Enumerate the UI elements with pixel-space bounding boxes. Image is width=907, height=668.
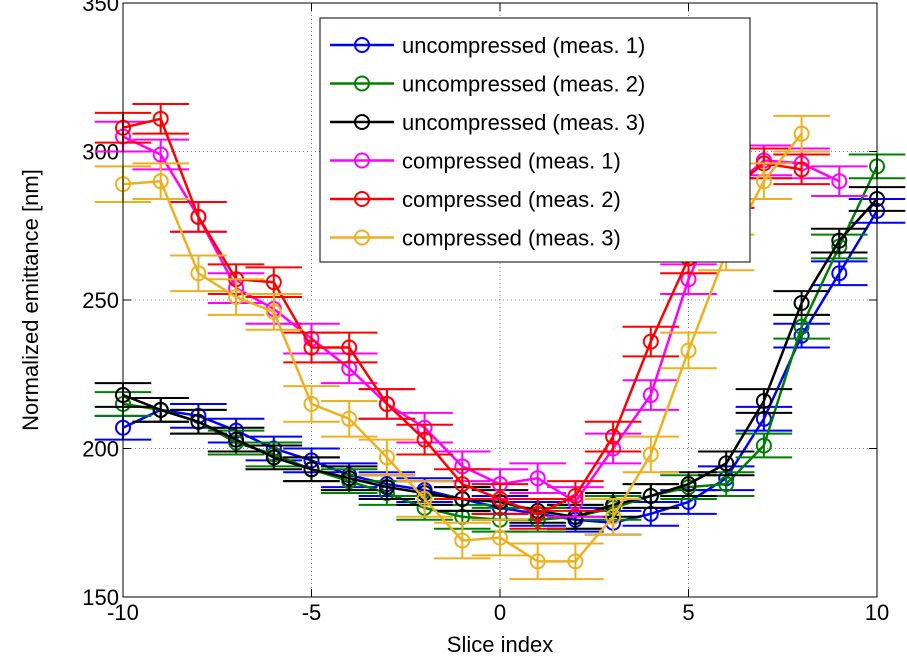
- legend-label: uncompressed (meas. 2): [402, 72, 645, 97]
- marker: [303, 339, 320, 356]
- legend-marker: [354, 191, 370, 207]
- marker: [152, 110, 169, 127]
- marker: [492, 529, 508, 546]
- marker: [341, 339, 358, 356]
- plot-frame: [122, 2, 878, 598]
- x-tick-label: -10: [107, 600, 139, 625]
- y-axis-title: Normalized emittance [nm]: [18, 169, 43, 431]
- y-tick-label: 250: [82, 288, 119, 313]
- marker: [416, 431, 433, 448]
- marker: [567, 553, 584, 570]
- marker: [718, 476, 735, 493]
- marker: [642, 387, 659, 404]
- legend-marker: [354, 229, 370, 246]
- legend-label: compressed (meas. 2): [402, 187, 621, 212]
- marker: [793, 318, 810, 335]
- marker: [190, 208, 207, 225]
- legend-label: uncompressed (meas. 3): [402, 110, 645, 135]
- marker: [265, 303, 282, 320]
- legend-label: compressed (meas. 3): [402, 226, 621, 251]
- marker: [680, 476, 697, 493]
- marker: [831, 265, 848, 282]
- marker: [567, 488, 584, 505]
- marker: [454, 476, 471, 493]
- marker: [492, 490, 508, 507]
- marker: [190, 265, 207, 282]
- marker: [680, 342, 697, 359]
- x-tick-label: 5: [682, 600, 694, 625]
- series-line: [122, 132, 803, 563]
- marker: [529, 553, 546, 570]
- marker: [378, 479, 395, 496]
- marker: [605, 508, 622, 525]
- marker: [831, 173, 848, 190]
- marker: [152, 173, 169, 190]
- marker: [605, 428, 622, 445]
- legend-box: [319, 17, 751, 263]
- y-tick-label: 150: [82, 585, 119, 610]
- marker: [265, 449, 282, 466]
- marker: [341, 410, 358, 427]
- x-tick-label: 10: [865, 600, 889, 625]
- legend-marker: [354, 114, 370, 130]
- legend-marker: [354, 75, 370, 92]
- marker: [190, 413, 207, 430]
- marker: [793, 161, 810, 178]
- x-axis-title: Slice index: [447, 632, 553, 657]
- marker: [416, 490, 433, 507]
- marker: [793, 125, 810, 142]
- marker: [341, 470, 358, 487]
- marker: [642, 446, 659, 463]
- x-tick-label: -5: [302, 600, 322, 625]
- legend-marker: [354, 37, 370, 53]
- marker: [228, 289, 245, 306]
- marker: [755, 173, 772, 190]
- legend-marker: [354, 152, 370, 169]
- marker: [265, 274, 282, 291]
- marker: [303, 395, 320, 412]
- legend: uncompressed (meas. 1) uncompressed (meas…: [319, 17, 751, 263]
- marker: [152, 146, 169, 163]
- marker: [718, 455, 735, 472]
- marker: [303, 461, 320, 478]
- marker: [793, 294, 810, 311]
- marker: [228, 431, 245, 448]
- marker: [755, 392, 772, 409]
- marker: [378, 449, 395, 466]
- marker: [642, 488, 659, 505]
- marker: [529, 505, 546, 522]
- marker: [378, 395, 395, 412]
- marker: [529, 470, 546, 487]
- plot-area: [94, 102, 906, 581]
- marker: [831, 232, 848, 249]
- marker: [642, 333, 659, 350]
- y-tick-label: 200: [82, 437, 119, 462]
- legend-label: compressed (meas. 1): [402, 149, 621, 174]
- marker: [755, 437, 772, 454]
- x-tick-label: 0: [494, 600, 506, 625]
- y-tick-label: 350: [82, 0, 119, 16]
- legend-label: uncompressed (meas. 1): [402, 33, 645, 58]
- marker: [152, 401, 169, 418]
- marker: [454, 532, 471, 549]
